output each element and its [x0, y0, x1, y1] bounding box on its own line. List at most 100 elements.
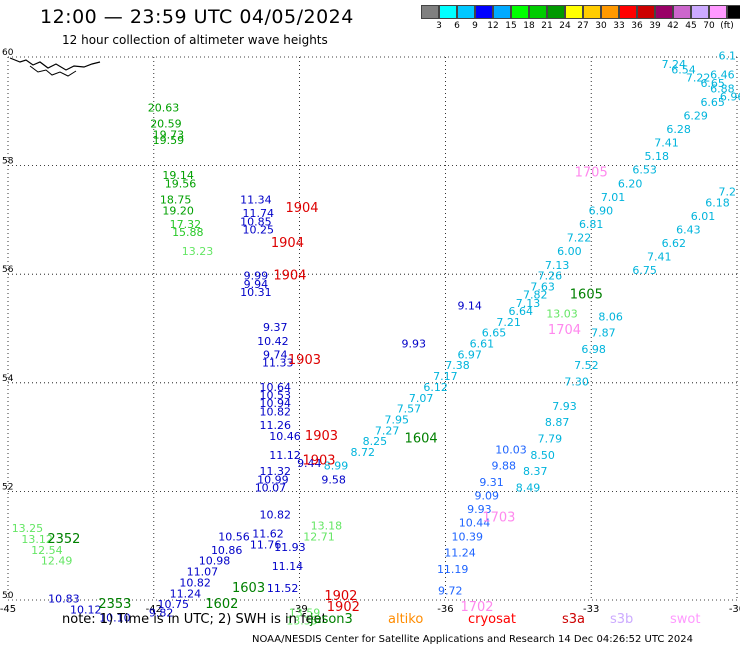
lon-tick-label: -39	[291, 604, 307, 615]
swh-value: 10.56	[218, 530, 250, 543]
colorbar-label: 42	[667, 21, 679, 31]
colorbar-cell	[475, 5, 493, 19]
lon-tick-label: -36	[437, 604, 453, 615]
swh-value: 9.99	[244, 270, 269, 283]
swh-value: 6.97	[457, 348, 482, 361]
swh-value: 7.41	[647, 251, 672, 264]
swh-value: 12.49	[41, 555, 73, 568]
pass-time-label: 1702	[460, 600, 493, 615]
swh-value: 7.95	[385, 414, 410, 427]
page-subtitle: 12 hour collection of altimeter wave hei…	[62, 33, 328, 47]
lat-tick-label: 56	[2, 265, 14, 275]
colorbar-cell	[493, 5, 511, 19]
colorbar-label: 30	[595, 21, 607, 31]
swh-value: 10.31	[240, 286, 272, 299]
swh-value: 7.07	[409, 392, 434, 405]
swh-value: 7.38	[445, 359, 470, 372]
swh-value: 9.74	[263, 348, 288, 361]
colorbar-cell	[511, 5, 529, 19]
swh-value: 6.20	[618, 177, 643, 190]
colorbar-cell	[673, 5, 691, 19]
swh-value: 10.86	[211, 544, 243, 557]
swh-value: 20.59	[150, 118, 182, 131]
lat-tick-label: 58	[2, 157, 14, 167]
pass-time-label: 1904	[285, 201, 318, 216]
lat-tick-label: 54	[2, 374, 14, 384]
colorbar-label: 9	[472, 21, 478, 31]
swh-value: 10.85	[240, 215, 272, 228]
colorbar-label: (ft)	[720, 21, 734, 31]
swh-value: 7.63	[530, 280, 555, 293]
colorbar-cell	[439, 5, 457, 19]
swh-value: 15.88	[172, 226, 204, 239]
colorbar-label: 3	[436, 21, 442, 31]
swh-value: 9.14	[457, 299, 482, 312]
swh-value: 13.03	[546, 308, 578, 321]
swh-value: 9.58	[321, 473, 346, 486]
pass-time-label: 1604	[405, 432, 438, 447]
swh-value: 5.18	[645, 150, 670, 163]
lon-tick-label: -30	[729, 604, 740, 615]
pass-time-label: 2353	[98, 597, 131, 612]
swh-value: 10.82	[260, 509, 292, 522]
swh-value: 6.81	[579, 218, 604, 231]
swh-value: 12.54	[31, 544, 63, 557]
colorbar-label: 36	[631, 21, 643, 31]
swh-value: 6.53	[632, 164, 657, 177]
swh-value: 11.26	[260, 419, 292, 432]
credit-line: NOAA/NESDIS Center for Satellite Applica…	[252, 634, 694, 645]
swh-value: 17.32	[170, 218, 202, 231]
colorbar-cell	[565, 5, 583, 19]
swh-value: 13.23	[182, 245, 214, 258]
swh-value: 10.39	[452, 530, 484, 543]
swh-value: 6.64	[508, 305, 533, 318]
swh-value: 6.75	[632, 264, 657, 277]
lat-tick-label: 50	[2, 591, 14, 601]
swh-value: 10.03	[495, 443, 527, 456]
colorbar-label: 18	[523, 21, 535, 31]
swh-value: 9.93	[402, 338, 427, 351]
swh-value: 10.42	[257, 335, 289, 348]
legend-item-cryosat: cryosat	[468, 612, 516, 627]
swh-value: 12.71	[303, 530, 335, 543]
pass-time-label: 1904	[273, 269, 306, 284]
swh-value: 6.62	[662, 237, 687, 250]
coastline	[9, 57, 101, 77]
colorbar-label: 24	[559, 21, 571, 31]
colorbar-cell	[619, 5, 637, 19]
swh-value: 7.30	[564, 376, 589, 389]
swh-value: 7.41	[654, 137, 679, 150]
lon-tick-label: -33	[583, 604, 599, 615]
swh-value: 7.27	[375, 424, 400, 437]
swh-value: 8.87	[545, 416, 570, 429]
colorbar-label: 39	[649, 21, 661, 31]
swh-value: 6.54	[671, 63, 696, 76]
pass-time-label: 1602	[205, 597, 238, 612]
swh-value: 6.43	[676, 223, 701, 236]
swh-value: 8.50	[530, 449, 555, 462]
pass-time-label: 1703	[482, 510, 515, 525]
swh-value: 9.09	[474, 490, 499, 503]
legend-item-s3a: s3a	[562, 612, 586, 627]
pass-time-label: 1705	[575, 165, 608, 180]
colorbar-label: 12	[487, 21, 499, 31]
lat-tick-label: 52	[2, 482, 13, 492]
colorbar-label: 21	[541, 21, 553, 31]
lon-tick-label: -45	[0, 604, 16, 615]
swh-value: 6.1	[719, 50, 737, 63]
swh-value: 9.44	[297, 457, 322, 470]
swh-value: 7.22	[567, 232, 592, 245]
legend-item-s3b: s3b	[610, 612, 634, 627]
swh-value: 6.65	[482, 327, 507, 340]
swh-value: 11.52	[267, 582, 299, 595]
swh-value: 11.62	[252, 528, 284, 541]
swh-value: 7.87	[591, 327, 616, 340]
colorbar-cell	[691, 5, 709, 19]
swh-value: 9.72	[438, 585, 463, 598]
swh-value: 6.96	[720, 90, 740, 103]
swh-value: 10.25	[243, 223, 275, 236]
pass-time-label: 2352	[47, 532, 80, 547]
swh-value: 7.2	[719, 185, 737, 198]
swh-value: 9.82	[149, 606, 174, 619]
